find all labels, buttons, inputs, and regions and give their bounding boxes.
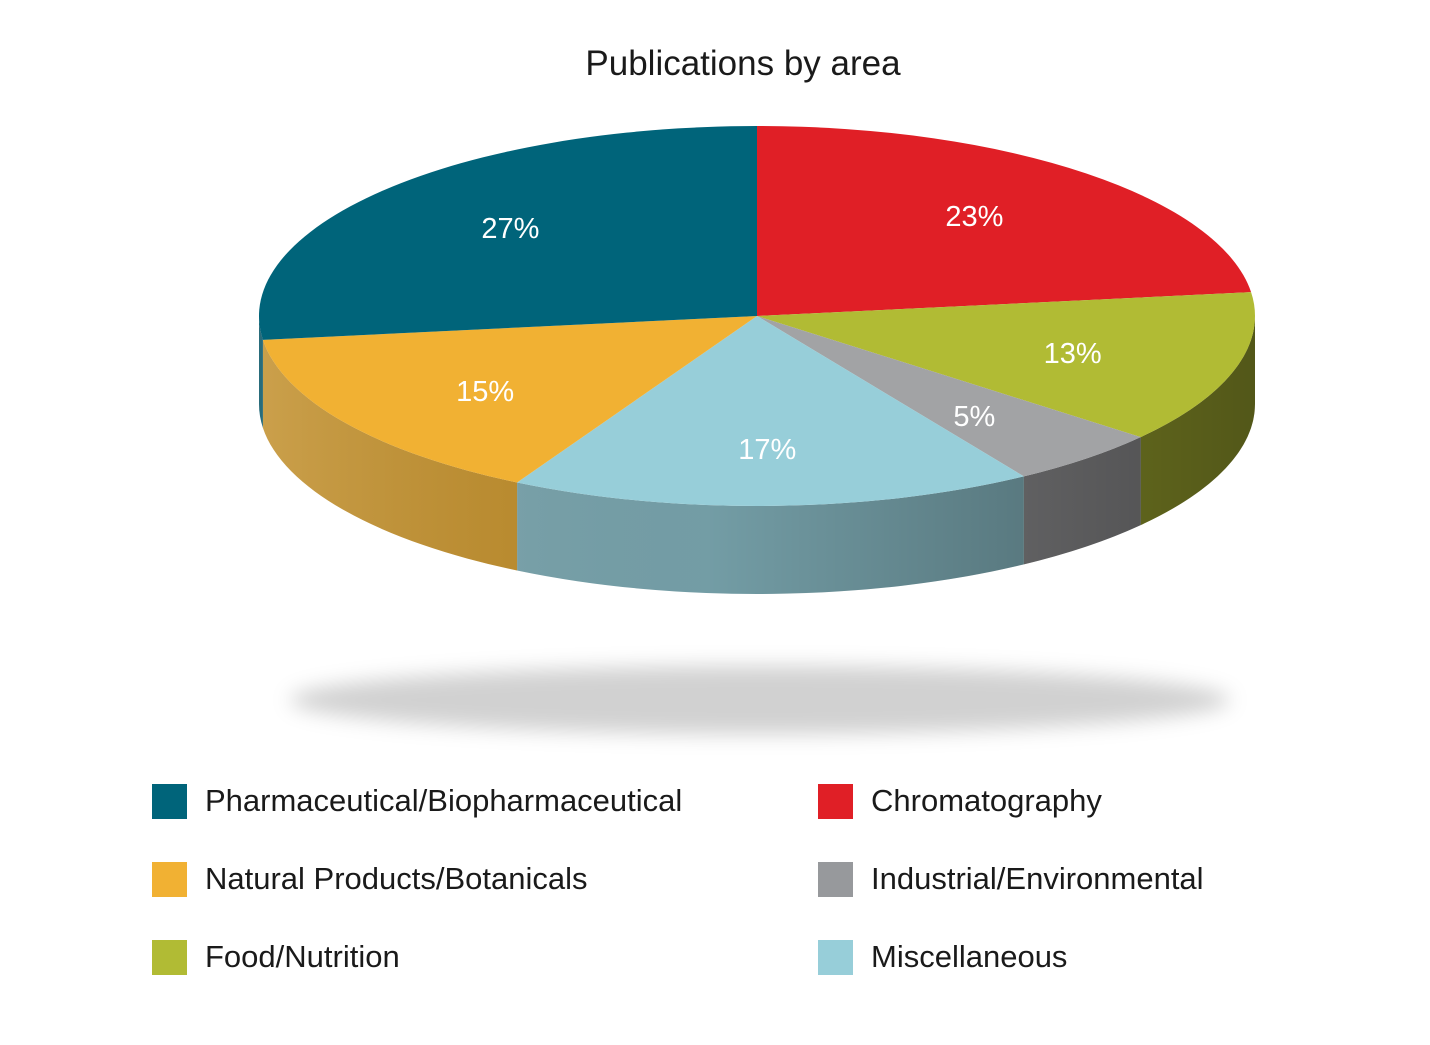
slice-label-chromatography: 23%	[945, 201, 1003, 233]
legend-swatch	[818, 783, 853, 819]
pie-shadow	[290, 666, 1230, 734]
pie-slice-miscellaneous	[517, 316, 1024, 506]
legend-label: Industrial/Environmental	[871, 861, 1204, 896]
legend-swatch	[818, 861, 853, 897]
legend-label: Chromatography	[871, 783, 1102, 818]
pie-tops	[258, 126, 1255, 506]
legend-swatch	[152, 939, 187, 975]
slice-label-industrial-environmental: 5%	[953, 401, 995, 433]
pie-rim-shading	[259, 316, 1255, 594]
slice-label-pharmaceutical-biopharmaceutical: 27%	[481, 213, 539, 245]
legend-swatch	[152, 861, 187, 897]
legend-swatch	[818, 939, 853, 975]
legend-item-miscellaneous: Miscellaneous	[818, 937, 1067, 977]
legend-item-pharmaceutical-biopharmaceutical: Pharmaceutical/Biopharmaceutical	[152, 781, 682, 821]
legend-label: Pharmaceutical/Biopharmaceutical	[205, 783, 683, 818]
pie-slice-natural-products-botanicals	[262, 316, 757, 483]
pie-slice-industrial-environmental	[757, 316, 1141, 477]
pie-slice-food-nutrition	[757, 292, 1255, 438]
legend-swatch	[152, 783, 187, 819]
legend-item-natural-products-botanicals: Natural Products/Botanicals	[152, 859, 588, 899]
legend-label: Miscellaneous	[871, 939, 1068, 974]
legend-label: Food/Nutrition	[205, 939, 400, 974]
legend-item-industrial-environmental: Industrial/Environmental	[818, 859, 1204, 899]
slice-label-food-nutrition: 13%	[1044, 338, 1102, 370]
chart-title: Publications by area	[585, 44, 901, 83]
pie-slice-chromatography	[757, 126, 1252, 316]
slice-label-natural-products-botanicals: 15%	[456, 376, 514, 408]
legend-item-food-nutrition: Food/Nutrition	[152, 937, 400, 977]
legend-item-chromatography: Chromatography	[818, 781, 1102, 821]
pie-side-shading	[259, 316, 1255, 594]
pie-value-labels: 23% 13% 5% 17% 15% 27%	[456, 201, 1102, 466]
legend-label: Natural Products/Botanicals	[205, 861, 588, 896]
pie-slice-pharmaceutical-biopharmaceutical	[258, 126, 757, 340]
slice-label-miscellaneous: 17%	[738, 434, 796, 466]
